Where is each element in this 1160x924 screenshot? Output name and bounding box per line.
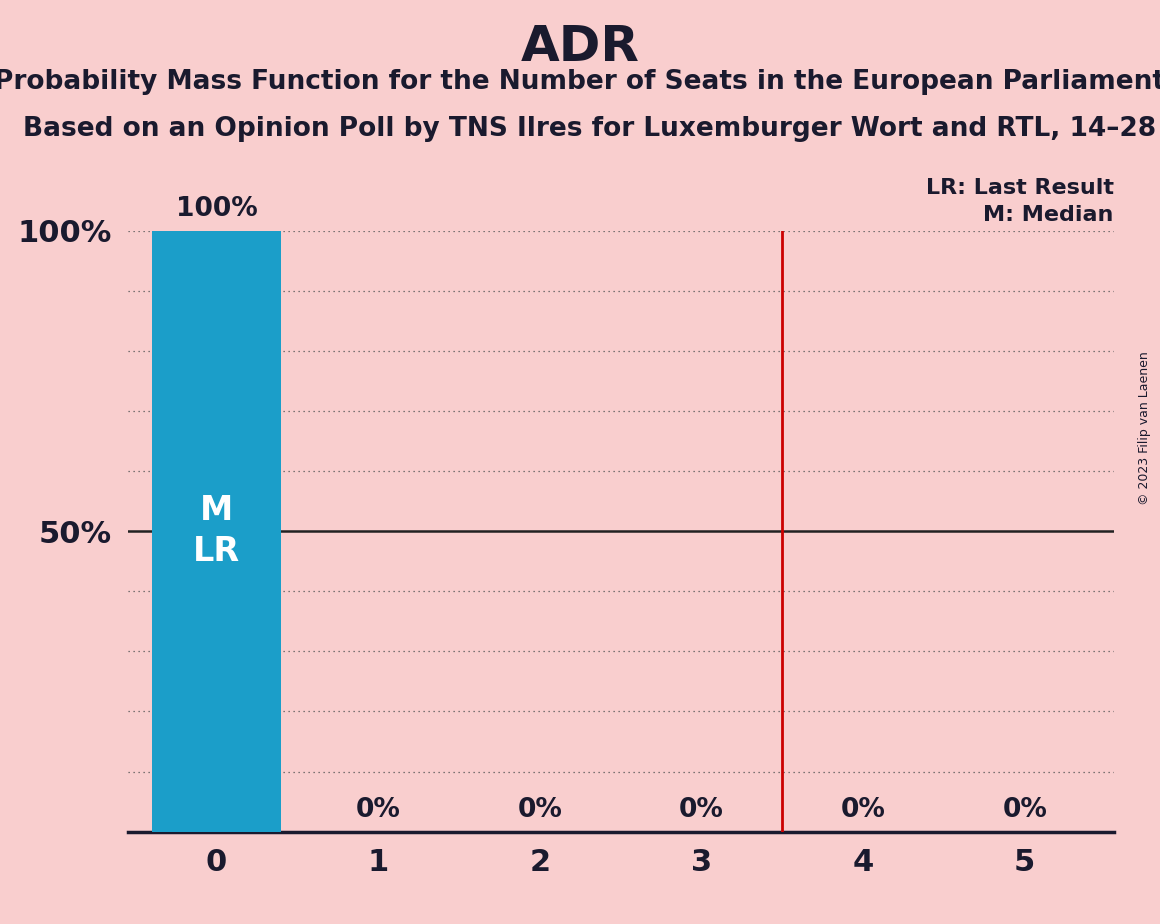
Text: 0%: 0% [841, 796, 885, 822]
Text: 0%: 0% [679, 796, 724, 822]
Text: 0%: 0% [1002, 796, 1047, 822]
Text: Based on an Opinion Poll by TNS Ilres for Luxemburger Wort and RTL, 14–28 Novemb: Based on an Opinion Poll by TNS Ilres fo… [23, 116, 1160, 141]
Text: 0%: 0% [356, 796, 400, 822]
Bar [152, 231, 281, 832]
Text: 100%: 100% [175, 196, 258, 222]
Text: M
LR: M LR [193, 494, 240, 568]
Text: Probability Mass Function for the Number of Seats in the European Parliament: Probability Mass Function for the Number… [0, 69, 1160, 95]
Text: LR: Last Result: LR: Last Result [926, 178, 1114, 198]
Text: ADR: ADR [521, 23, 639, 71]
Text: M: Median: M: Median [984, 205, 1114, 225]
Text: © 2023 Filip van Laenen: © 2023 Filip van Laenen [1138, 351, 1151, 505]
Text: 0%: 0% [517, 796, 563, 822]
